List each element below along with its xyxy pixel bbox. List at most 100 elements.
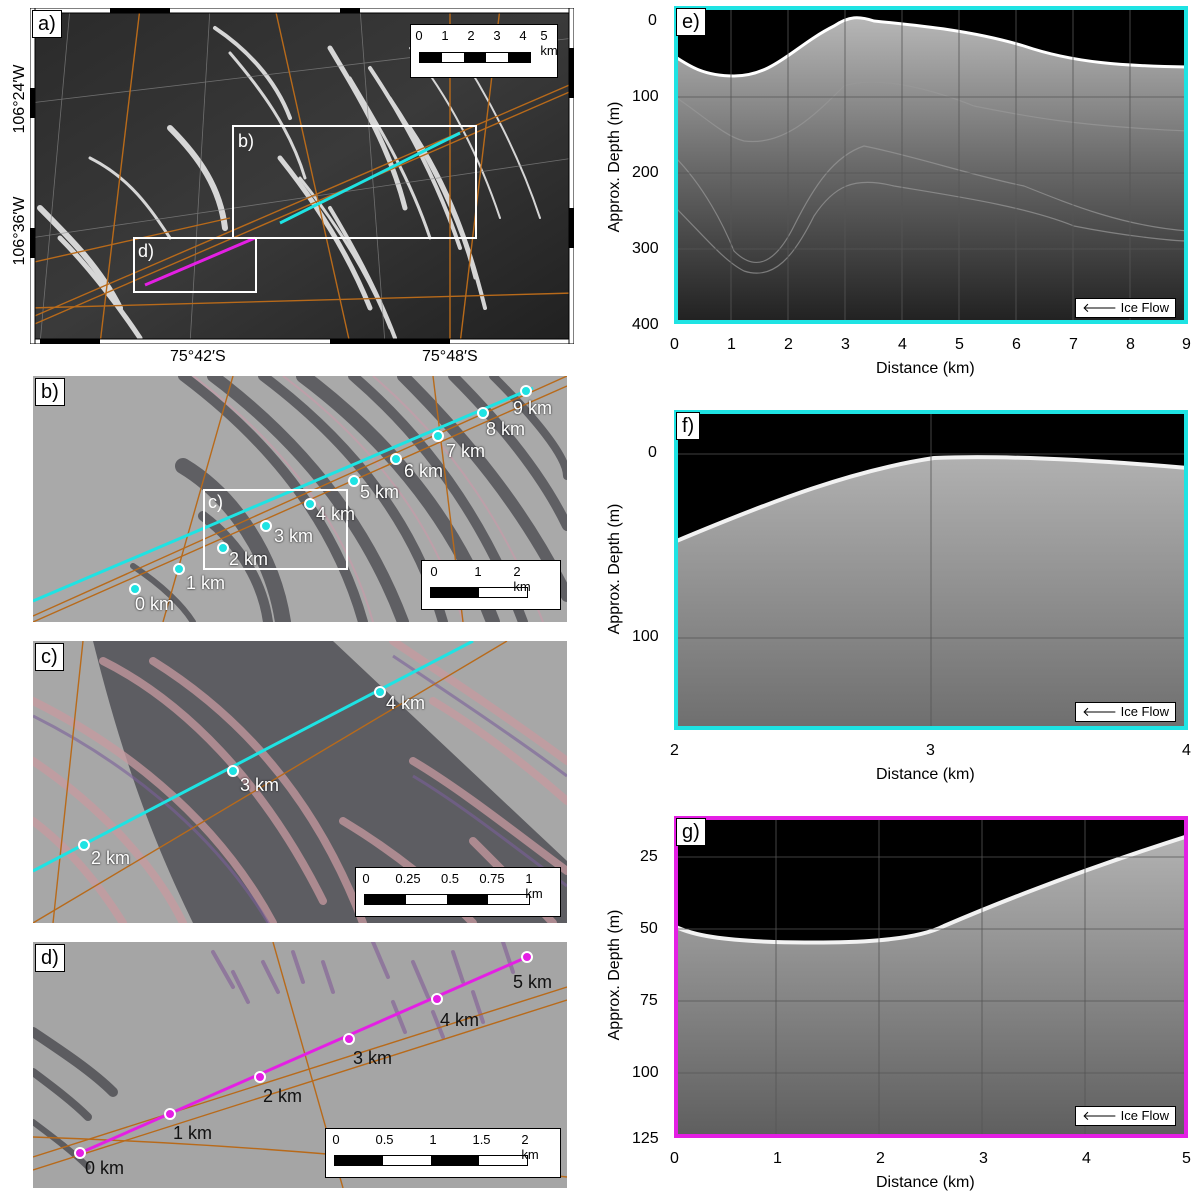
panel-a-map: a) b) d) 0 1 2 3 4 5 km bbox=[30, 8, 574, 344]
lon-label-2: 106°36′W bbox=[11, 196, 28, 266]
panel-b-map: b) c) 0 km 1 km 2 km 3 km 4 km 5 km 6 km… bbox=[33, 376, 567, 622]
scale-tick: 0 bbox=[332, 1132, 340, 1147]
xtick: 1 bbox=[727, 336, 736, 353]
km-mark: 4 km bbox=[386, 693, 426, 713]
panel-g-xlabel: Distance (km) bbox=[876, 1174, 975, 1191]
ice-flow-label: 🡐 Ice Flow bbox=[1075, 1106, 1176, 1126]
xtick: 9 bbox=[1182, 336, 1191, 353]
ice-flow-label: 🡐 Ice Flow bbox=[1075, 702, 1176, 722]
scale-tick: 2 km bbox=[513, 564, 531, 594]
ytick: 100 bbox=[632, 628, 659, 645]
ytick: 300 bbox=[632, 240, 659, 257]
scale-tick: 4 bbox=[519, 28, 527, 43]
ytick: 25 bbox=[640, 848, 658, 865]
ice-flow-label: 🡐 Ice Flow bbox=[1075, 298, 1176, 318]
panel-e-label: e) bbox=[676, 8, 706, 36]
km-mark: 8 km bbox=[486, 419, 526, 439]
scale-tick: 1 bbox=[441, 28, 449, 43]
km-mark: 3 km bbox=[240, 775, 280, 795]
km-mark: 0 km bbox=[85, 1158, 125, 1178]
scale-tick: 0.5 bbox=[375, 1132, 394, 1147]
scale-tick: 0.75 bbox=[479, 871, 505, 886]
ice-flow-text: Ice Flow bbox=[1120, 300, 1169, 315]
km-mark: 4 km bbox=[316, 504, 356, 524]
xtick: 2 bbox=[784, 336, 793, 353]
lat-label-1: 75°42′S bbox=[170, 348, 226, 365]
panel-g-radargram: g) 🡐 Ice Flow bbox=[674, 816, 1188, 1138]
scale-tick: 1.5 bbox=[472, 1132, 491, 1147]
xtick: 5 bbox=[1182, 1150, 1191, 1167]
ytick: 125 bbox=[632, 1130, 659, 1147]
ytick: 50 bbox=[640, 920, 658, 937]
panel-d-map: d) 0 km 1 km 2 km 3 km 4 km 5 km 0 0.5 1… bbox=[33, 942, 567, 1188]
scale-tick: 1 bbox=[429, 1132, 437, 1147]
xtick: 8 bbox=[1126, 336, 1135, 353]
panel-c-label: c) bbox=[35, 643, 64, 671]
lat-label-2: 75°48′S bbox=[422, 348, 478, 365]
scale-tick: 5 km bbox=[540, 28, 558, 58]
xtick: 4 bbox=[1182, 742, 1191, 759]
panel-f-label: f) bbox=[676, 412, 701, 440]
ytick: 100 bbox=[632, 88, 659, 105]
ytick: 75 bbox=[640, 992, 658, 1009]
panel-f-xlabel: Distance (km) bbox=[876, 766, 975, 783]
km-mark: 2 km bbox=[91, 848, 131, 868]
panel-c-scale-bar: 0 0.25 0.5 0.75 1 km bbox=[355, 867, 561, 917]
ytick: 0 bbox=[648, 12, 657, 29]
arrow-left-icon: 🡐 bbox=[1082, 300, 1121, 315]
ytick: 400 bbox=[632, 316, 659, 333]
panel-b-scale-bar: 0 1 2 km bbox=[421, 560, 561, 610]
arrow-left-icon: 🡐 bbox=[1082, 1108, 1121, 1123]
scale-tick: 0.25 bbox=[395, 871, 421, 886]
xtick: 4 bbox=[1082, 1150, 1091, 1167]
scale-tick: 0 bbox=[430, 564, 438, 579]
km-mark: 4 km bbox=[440, 1010, 480, 1030]
lon-label-1: 106°24′W bbox=[11, 64, 28, 134]
km-mark: 3 km bbox=[274, 526, 314, 546]
xtick: 5 bbox=[955, 336, 964, 353]
arrow-left-icon: 🡐 bbox=[1082, 704, 1121, 719]
panel-f-ylabel: Approx. Depth (m) bbox=[606, 503, 623, 635]
panel-g-ylabel: Approx. Depth (m) bbox=[606, 909, 623, 1041]
panel-e-image bbox=[674, 6, 1188, 324]
panel-g-label: g) bbox=[676, 818, 706, 846]
panel-a-box-b-label: b) bbox=[238, 131, 255, 151]
scale-tick: 3 bbox=[493, 28, 501, 43]
panel-f-radargram: f) 🡐 Ice Flow bbox=[674, 410, 1188, 730]
xtick: 6 bbox=[1012, 336, 1021, 353]
km-mark: 6 km bbox=[404, 461, 444, 481]
km-mark: 7 km bbox=[446, 441, 486, 461]
scale-tick: 0 bbox=[415, 28, 423, 43]
panel-d-scale-bar: 0 0.5 1 1.5 2 km bbox=[325, 1128, 561, 1178]
xtick: 1 bbox=[773, 1150, 782, 1167]
km-mark: 2 km bbox=[263, 1086, 303, 1106]
xtick: 3 bbox=[841, 336, 850, 353]
xtick: 3 bbox=[926, 742, 935, 759]
km-mark: 9 km bbox=[513, 398, 553, 418]
ytick: 100 bbox=[632, 1064, 659, 1081]
ice-flow-text: Ice Flow bbox=[1120, 704, 1169, 719]
panel-e-xlabel: Distance (km) bbox=[876, 360, 975, 377]
ytick: 200 bbox=[632, 164, 659, 181]
scale-tick: 1 bbox=[474, 564, 482, 579]
xtick: 0 bbox=[670, 1150, 679, 1167]
km-mark: 2 km bbox=[229, 549, 269, 569]
ice-flow-text: Ice Flow bbox=[1120, 1108, 1169, 1123]
xtick: 2 bbox=[876, 1150, 885, 1167]
km-mark: 1 km bbox=[173, 1123, 213, 1143]
panel-f-image bbox=[674, 410, 1188, 730]
km-mark: 5 km bbox=[513, 972, 553, 992]
panel-b-label: b) bbox=[35, 378, 65, 406]
scale-tick: 0 bbox=[362, 871, 370, 886]
panel-b-box-c-label: c) bbox=[208, 492, 223, 512]
panel-c-map: c) 2 km 3 km 4 km 0 0.25 0.5 0.75 1 km bbox=[33, 641, 567, 923]
xtick: 2 bbox=[670, 742, 679, 759]
panel-e-radargram: e) 🡐 Ice Flow bbox=[674, 6, 1188, 324]
panel-d-label: d) bbox=[35, 944, 65, 972]
ytick: 0 bbox=[648, 444, 657, 461]
km-mark: 0 km bbox=[135, 594, 175, 614]
xtick: 7 bbox=[1069, 336, 1078, 353]
panel-e-ylabel: Approx. Depth (m) bbox=[606, 101, 623, 233]
panel-g-image bbox=[674, 816, 1188, 1138]
xtick: 4 bbox=[898, 336, 907, 353]
